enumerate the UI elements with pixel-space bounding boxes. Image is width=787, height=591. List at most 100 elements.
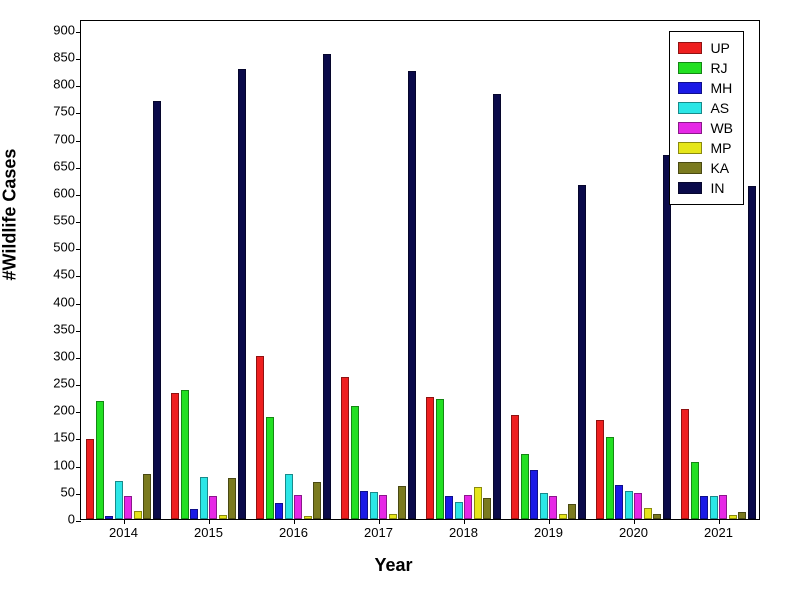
x-axis-label: Year xyxy=(374,555,412,576)
legend-swatch xyxy=(678,42,702,54)
bar-IN xyxy=(238,69,246,519)
y-tick-label: 750 xyxy=(35,104,81,119)
y-tick-mark xyxy=(76,222,81,223)
bar-WB xyxy=(124,496,132,519)
y-tick-mark xyxy=(76,439,81,440)
legend: UPRJMHASWBMPKAIN xyxy=(669,31,744,205)
bar-IN xyxy=(748,186,756,519)
y-tick-label: 350 xyxy=(35,321,81,336)
legend-item-MP: MP xyxy=(678,138,733,158)
y-tick-mark xyxy=(76,276,81,277)
y-tick-label: 0 xyxy=(35,512,81,527)
bar-MH xyxy=(445,496,453,519)
bar-UP xyxy=(511,415,519,519)
legend-item-IN: IN xyxy=(678,178,733,198)
bar-KA xyxy=(568,504,576,519)
bar-KA xyxy=(653,514,661,519)
bar-IN xyxy=(408,71,416,519)
legend-label: UP xyxy=(710,38,729,58)
bar-KA xyxy=(143,474,151,519)
legend-swatch xyxy=(678,102,702,114)
bar-UP xyxy=(86,439,94,519)
x-tick-mark xyxy=(549,519,550,524)
legend-item-UP: UP xyxy=(678,38,733,58)
bar-RJ xyxy=(96,401,104,519)
bar-KA xyxy=(483,498,491,519)
legend-label: MP xyxy=(710,138,731,158)
bar-AS xyxy=(370,492,378,519)
legend-item-KA: KA xyxy=(678,158,733,178)
x-tick-mark xyxy=(294,519,295,524)
x-tick-mark xyxy=(634,519,635,524)
bar-KA xyxy=(313,482,321,519)
y-tick-mark xyxy=(76,521,81,522)
y-tick-label: 900 xyxy=(35,22,81,37)
x-tick-mark xyxy=(464,519,465,524)
y-tick-mark xyxy=(76,195,81,196)
bar-WB xyxy=(719,495,727,519)
bar-IN xyxy=(578,185,586,519)
bar-MH xyxy=(615,485,623,519)
bar-RJ xyxy=(351,406,359,519)
legend-label: RJ xyxy=(710,58,727,78)
bar-WB xyxy=(379,495,387,519)
bar-KA xyxy=(228,478,236,519)
bar-UP xyxy=(596,420,604,519)
bar-IN xyxy=(663,155,671,519)
y-tick-label: 500 xyxy=(35,240,81,255)
bar-MH xyxy=(360,491,368,519)
bar-MP xyxy=(474,487,482,519)
y-tick-label: 800 xyxy=(35,77,81,92)
y-tick-mark xyxy=(76,494,81,495)
y-tick-mark xyxy=(76,59,81,60)
bar-RJ xyxy=(181,390,189,519)
y-axis-label: #Wildlife Cases xyxy=(0,149,21,281)
y-tick-label: 650 xyxy=(35,158,81,173)
legend-item-AS: AS xyxy=(678,98,733,118)
legend-item-MH: MH xyxy=(678,78,733,98)
y-tick-label: 700 xyxy=(35,131,81,146)
y-tick-label: 250 xyxy=(35,376,81,391)
legend-label: MH xyxy=(710,78,732,98)
y-tick-mark xyxy=(76,385,81,386)
bar-MH xyxy=(530,470,538,519)
y-tick-mark xyxy=(76,331,81,332)
y-tick-mark xyxy=(76,32,81,33)
bar-AS xyxy=(710,496,718,519)
bar-IN xyxy=(493,94,501,519)
bar-AS xyxy=(115,481,123,519)
y-tick-mark xyxy=(76,141,81,142)
legend-swatch xyxy=(678,82,702,94)
legend-swatch xyxy=(678,62,702,74)
legend-swatch xyxy=(678,182,702,194)
y-tick-mark xyxy=(76,113,81,114)
y-tick-mark xyxy=(76,467,81,468)
bar-MP xyxy=(559,514,567,519)
bar-WB xyxy=(634,493,642,519)
y-tick-label: 550 xyxy=(35,213,81,228)
x-tick-mark xyxy=(209,519,210,524)
bar-RJ xyxy=(521,454,529,519)
bar-AS xyxy=(540,493,548,519)
y-tick-label: 50 xyxy=(35,484,81,499)
bar-WB xyxy=(294,495,302,519)
bar-AS xyxy=(285,474,293,519)
bar-KA xyxy=(398,486,406,519)
legend-label: AS xyxy=(710,98,729,118)
bar-UP xyxy=(681,409,689,519)
y-tick-label: 200 xyxy=(35,403,81,418)
bar-MH xyxy=(190,509,198,519)
legend-swatch xyxy=(678,142,702,154)
bar-MP xyxy=(134,511,142,519)
y-tick-label: 150 xyxy=(35,430,81,445)
y-tick-label: 400 xyxy=(35,294,81,309)
x-tick-mark xyxy=(124,519,125,524)
bar-UP xyxy=(341,377,349,519)
bar-WB xyxy=(464,495,472,519)
bar-MP xyxy=(729,515,737,519)
y-tick-mark xyxy=(76,86,81,87)
x-tick-mark xyxy=(719,519,720,524)
bar-RJ xyxy=(691,462,699,519)
y-tick-mark xyxy=(76,304,81,305)
bar-MH xyxy=(275,503,283,519)
